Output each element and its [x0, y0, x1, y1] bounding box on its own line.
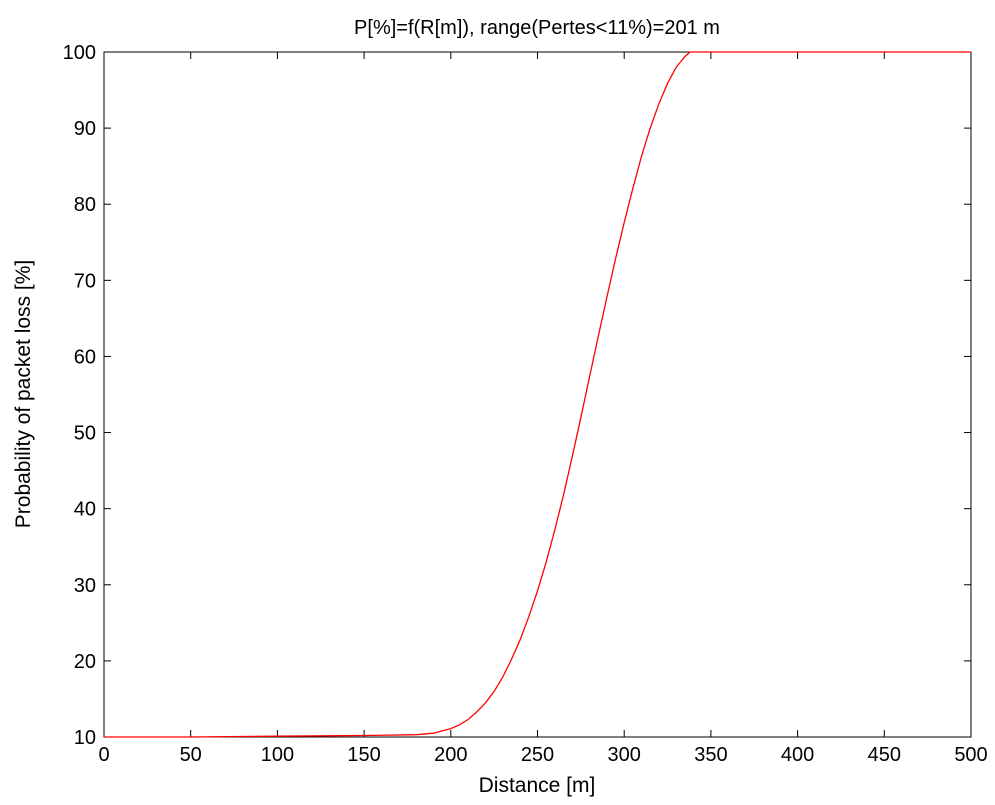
x-tick-label: 400 — [781, 744, 814, 766]
x-tick-label: 250 — [521, 744, 554, 766]
y-tick-label: 90 — [74, 118, 96, 140]
y-tick-label: 70 — [74, 270, 96, 292]
tick-labels: 0 50 100 150 200 250 300 350 400 450 500 10 20 30 40 50… — [63, 42, 988, 766]
series-line — [104, 51, 971, 738]
x-tick-label: 50 — [180, 744, 202, 766]
y-tick-label: 30 — [74, 575, 96, 597]
y-tick-label: 60 — [74, 346, 96, 368]
chart-title: P[%]=f(R[m]), range(Pertes<11%)=201 m — [354, 17, 720, 39]
x-tick-label: 350 — [694, 744, 727, 766]
y-axis-label: Probability of packet loss [%] — [12, 260, 35, 528]
y-tick-label: 50 — [74, 423, 96, 445]
y-tick-label: 80 — [74, 194, 96, 216]
plot-area — [103, 51, 972, 738]
x-tick-label: 300 — [608, 744, 641, 766]
y-tick-label: 40 — [74, 499, 96, 521]
y-tick-label: 20 — [74, 651, 96, 673]
x-tick-label: 200 — [434, 744, 467, 766]
x-tick-label: 0 — [98, 744, 109, 766]
x-tick-label: 100 — [261, 744, 294, 766]
x-tick-label: 150 — [347, 744, 380, 766]
x-tick-label: 450 — [868, 744, 901, 766]
y-tick-label: 100 — [63, 42, 96, 64]
x-axis-label: Distance [m] — [479, 774, 596, 797]
y-tick-label: 10 — [74, 727, 96, 749]
x-tick-label: 500 — [954, 744, 987, 766]
